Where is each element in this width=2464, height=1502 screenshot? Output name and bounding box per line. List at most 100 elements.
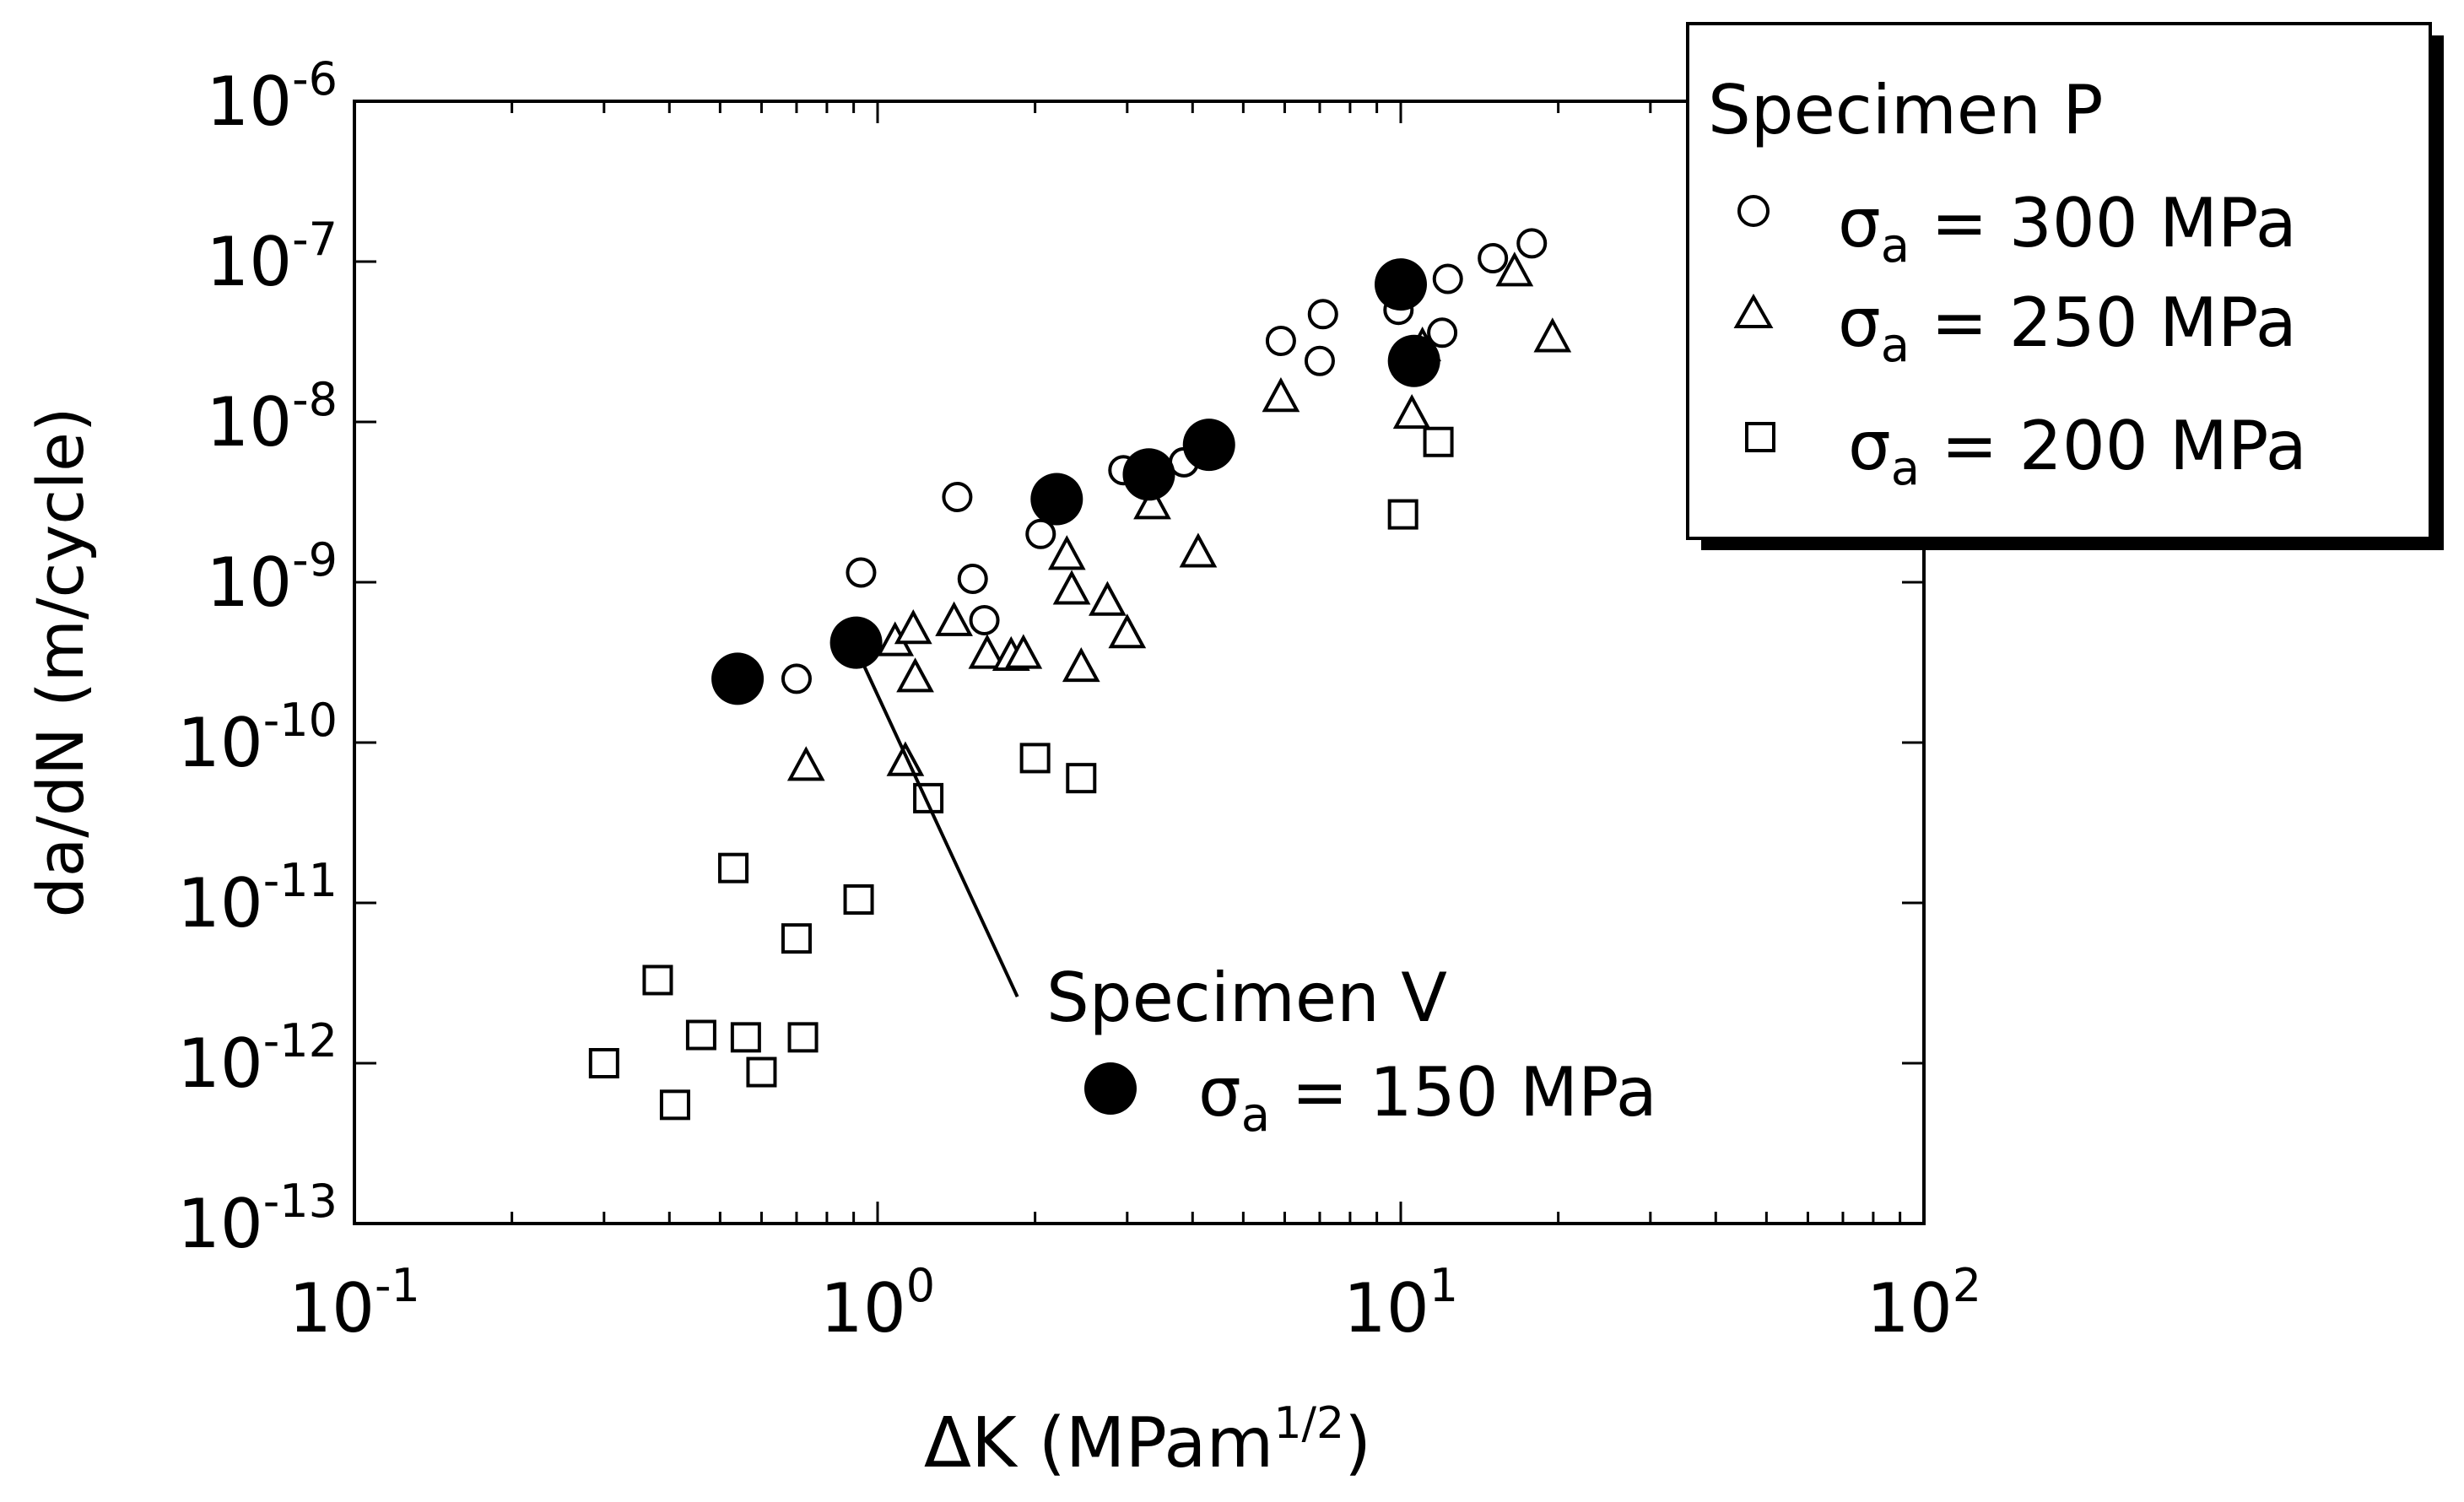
legend-entry-250: σa = 250 MPa [1838,284,2297,373]
legend-entry-200: σa = 200 MPa [1848,407,2307,496]
annotation-value: = 150 MPa [1270,1053,1657,1132]
open-circle-point [1427,317,1458,348]
legend-subscript: a [1881,318,1910,373]
triangle-point [1262,377,1300,413]
square-point [642,964,673,996]
triangle-point [1108,613,1147,649]
filled-circle-point [1375,258,1427,311]
triangle-point [896,657,934,693]
annotation-marker-filled-circle [1084,1062,1137,1115]
triangle-point [1089,581,1127,616]
specimen-v-annotation: Specimen V σa = 150 MPa [859,657,1657,1143]
annotation-title: Specimen V [1046,959,1447,1037]
legend-marker-square [1745,422,1775,452]
y-tick-label: 10-7 [206,213,338,301]
filled-circle-point [711,652,765,705]
x-tick-label: 102 [1867,1259,1981,1348]
y-tick-label: 10-8 [206,373,338,462]
annotation-sigma: σ [1198,1053,1241,1132]
triangle-point [1533,317,1572,353]
open-circle-point [1478,242,1509,273]
y-axis-label: da/dN (m/cycle) [23,407,98,917]
axis-ticks [353,100,1924,1225]
legend: Specimen P σa = 300 MPa σa = 250 MPa σa … [1686,22,2444,550]
x-axis-label-exponent: 1/2 [1273,1398,1344,1449]
data-points [588,228,1572,1121]
legend-sigma: σ [1838,184,1881,262]
legend-sigma: σ [1838,284,1881,362]
triangle-point [1392,393,1431,430]
square-point [685,1019,716,1051]
triangle-point [886,741,925,776]
square-point [1387,499,1418,530]
triangle-point [1179,532,1218,568]
x-tick-label: 101 [1343,1259,1458,1348]
x-axis-label-prefix: ΔK (MPam [924,1403,1274,1483]
triangle-point [1062,646,1100,683]
x-axis-label-suffix: ) [1344,1403,1371,1483]
square-point [588,1048,619,1078]
open-circle-point [1265,326,1296,357]
x-axis-label: ΔK (MPam1/2) [924,1398,1371,1483]
open-circle-point [846,557,877,588]
filled-circle-point [1387,334,1440,387]
triangle-point [786,746,825,781]
triangle-point [1052,570,1091,605]
square-point [781,923,812,954]
x-tick-label: 100 [820,1259,935,1348]
legend-subscript: a [1881,219,1910,273]
legend-box [1686,22,2432,540]
x-tick-label: 10-1 [289,1259,420,1348]
triangle-point [894,609,932,645]
y-tick-label: 10-11 [177,854,338,943]
square-point [1066,763,1097,794]
triangle-point [1495,251,1534,287]
legend-title: Specimen P [1708,71,2104,149]
triangle-point [968,634,1007,669]
y-tick-label: 10-6 [206,52,338,141]
triangle-point [1133,484,1171,520]
filled-circle-point [829,616,883,669]
legend-sigma: σ [1848,407,1891,485]
legend-marker-triangle [1733,293,1774,328]
open-circle-point [1307,299,1338,330]
open-circle-point [957,563,988,594]
open-circle-point [969,604,1000,635]
filled-circle-point [1122,448,1175,501]
open-circle-point [1432,263,1463,294]
annotation-arrow [859,657,1019,997]
legend-value: = 200 MPa [1920,407,2307,485]
square-point [718,852,749,883]
open-circle-point [1025,518,1056,549]
y-tick-label: 10-13 [177,1175,338,1263]
y-tick-label: 10-9 [206,533,338,622]
legend-subscript: a [1891,441,1920,496]
square-point [746,1056,777,1088]
triangle-point [1047,535,1086,570]
legend-entry-300: σa = 300 MPa [1838,184,2297,273]
square-point [1019,743,1051,774]
annotation-label: σa = 150 MPa [1198,1053,1657,1143]
plot-frame [353,100,1926,1225]
square-point [843,883,874,915]
square-point [1423,426,1454,457]
filled-circle-point [1030,473,1083,526]
open-circle-point [942,482,973,513]
y-tick-labels: 10-13 10-12 10-11 10-10 10-9 10-8 10-7 10-6 [177,52,338,1263]
square-point [659,1089,690,1121]
filled-circle-point [1182,419,1235,472]
square-point [787,1022,819,1053]
annotation-subscript: a [1241,1088,1270,1143]
legend-value: = 250 MPa [1910,284,2297,362]
square-point [730,1022,761,1053]
legend-value: = 300 MPa [1910,184,2297,262]
x-tick-labels: 10-1 100 101 102 [289,1259,1981,1348]
legend-marker-circle [1737,195,1770,227]
y-tick-label: 10-10 [177,694,338,782]
y-tick-label: 10-12 [177,1014,338,1103]
triangle-point [935,601,973,636]
triangle-point [1004,634,1043,669]
open-circle-point [781,663,812,694]
open-circle-point [1516,228,1548,259]
